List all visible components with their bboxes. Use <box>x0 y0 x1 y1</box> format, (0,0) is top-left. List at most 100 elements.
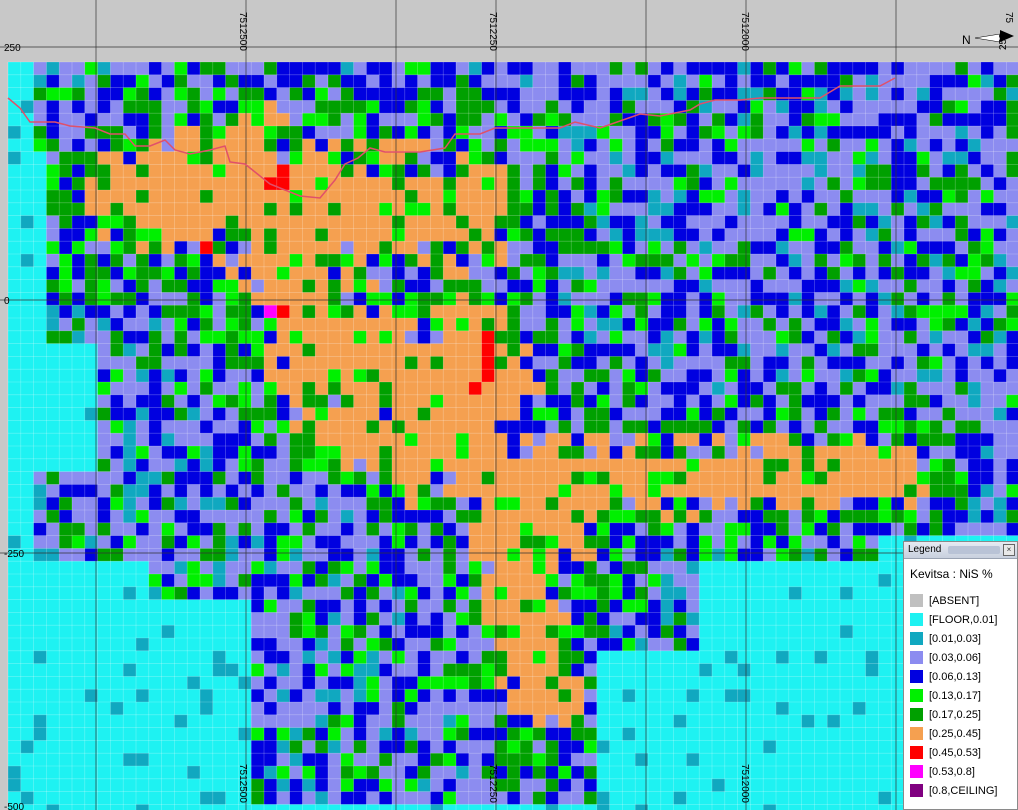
block-cell <box>161 804 175 810</box>
block-cell <box>878 164 892 178</box>
block-cell <box>136 330 150 344</box>
block-cell <box>46 663 60 677</box>
block-cell <box>123 753 137 767</box>
legend-window[interactable]: Legend × Kevitsa : NiS % [ABSENT] [FLOOR,… <box>903 541 1018 810</box>
block-cell <box>648 241 662 255</box>
block-cell <box>955 74 969 88</box>
block-cell <box>46 241 60 255</box>
block-cell <box>443 87 457 101</box>
block-cell <box>763 766 777 780</box>
block-cell <box>545 446 559 460</box>
legend-label: [FLOOR,0.01] <box>929 613 998 626</box>
block-cell <box>737 215 751 229</box>
block-cell <box>225 254 239 268</box>
block-cell <box>302 87 316 101</box>
block-cell <box>110 87 124 101</box>
block-cell <box>596 241 610 255</box>
block-cell <box>648 727 662 741</box>
block-cell <box>136 305 150 319</box>
block-cell <box>993 343 1007 357</box>
block-cell <box>942 433 956 447</box>
block-cell <box>264 753 278 767</box>
block-cell <box>123 177 137 191</box>
block-cell <box>596 215 610 229</box>
block-cell <box>788 535 802 549</box>
block-cell <box>724 689 738 703</box>
block-cell <box>788 650 802 664</box>
legend-title-bar[interactable]: Legend × <box>904 542 1017 559</box>
block-cell <box>84 305 98 319</box>
block-cell <box>212 766 226 780</box>
block-cell <box>724 663 738 677</box>
block-cell <box>417 241 431 255</box>
block-cell <box>238 420 252 434</box>
block-cell <box>712 279 726 293</box>
block-cell <box>929 458 943 472</box>
block-cell <box>801 74 815 88</box>
block-cell <box>417 625 431 639</box>
block-cell <box>187 561 201 575</box>
block-cell <box>724 471 738 485</box>
block-cell <box>724 433 738 447</box>
block-cell <box>750 369 764 383</box>
block-cell <box>558 407 572 421</box>
block-cell <box>648 420 662 434</box>
block-cell <box>110 446 124 460</box>
block-cell <box>750 318 764 332</box>
block-cell <box>686 420 700 434</box>
block-cell <box>545 663 559 677</box>
close-icon[interactable]: × <box>1003 544 1015 556</box>
block-cell <box>289 689 303 703</box>
block-cell <box>609 87 623 101</box>
block-cell <box>289 727 303 741</box>
block-cell <box>891 702 905 716</box>
block-cell <box>520 254 534 268</box>
block-cell <box>187 471 201 485</box>
block-cell <box>110 305 124 319</box>
block-cell <box>315 330 329 344</box>
block-cell <box>187 689 201 703</box>
block-cell <box>366 202 380 216</box>
block-cell <box>328 561 342 575</box>
block-cell <box>276 727 290 741</box>
block-cell <box>481 241 495 255</box>
block-cell <box>776 471 790 485</box>
block-cell <box>366 766 380 780</box>
block-cell <box>468 279 482 293</box>
block-cell <box>123 74 137 88</box>
block-cell <box>443 689 457 703</box>
block-cell <box>1006 138 1018 152</box>
block-cell <box>507 177 521 191</box>
block-cell <box>302 650 316 664</box>
block-cell <box>814 420 828 434</box>
block-cell <box>750 612 764 626</box>
block-cell <box>827 202 841 216</box>
block-cell <box>878 407 892 421</box>
block-cell <box>123 305 137 319</box>
block-cell <box>737 305 751 319</box>
block-cell <box>225 663 239 677</box>
block-cell <box>289 254 303 268</box>
block-cell <box>264 638 278 652</box>
block-cell <box>340 510 354 524</box>
block-cell <box>609 766 623 780</box>
block-cell <box>750 113 764 127</box>
block-cell <box>865 804 879 810</box>
block-cell <box>315 740 329 754</box>
block-cell <box>20 407 34 421</box>
block-cell <box>353 791 367 805</box>
block-cell <box>980 202 994 216</box>
block-cell <box>622 497 636 511</box>
block-cell <box>136 522 150 536</box>
block-cell <box>340 561 354 575</box>
block-cell <box>814 369 828 383</box>
block-cell <box>507 778 521 792</box>
block-cell <box>520 650 534 664</box>
block-cell <box>648 126 662 140</box>
block-cell <box>481 689 495 703</box>
block-cell <box>968 458 982 472</box>
block-cell <box>251 714 265 728</box>
block-cell <box>468 433 482 447</box>
